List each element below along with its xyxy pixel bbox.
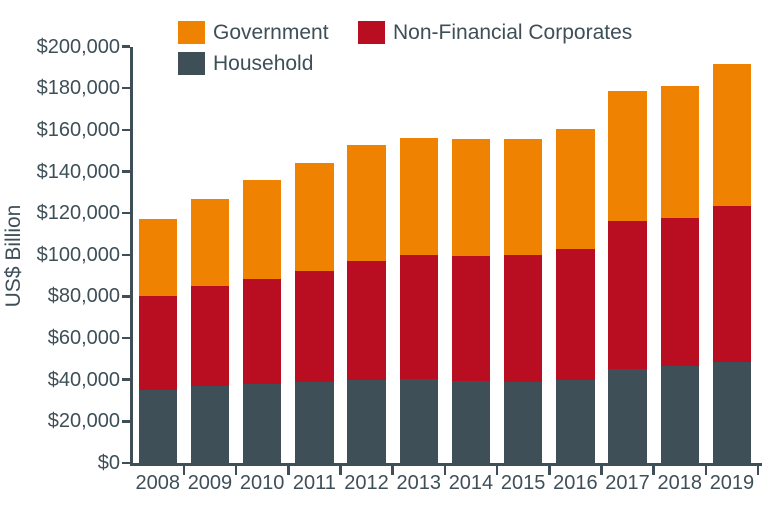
legend-label-non-financial-corporates: Non-Financial Corporates bbox=[393, 21, 633, 44]
y-tick-label-200000: $200,000 bbox=[36, 35, 120, 58]
x-tick-label-2015: 2015 bbox=[500, 472, 546, 494]
x-tick bbox=[339, 466, 342, 475]
bar-segment-government-2015 bbox=[503, 139, 543, 255]
bar-segment-government-2012 bbox=[347, 145, 386, 262]
y-tick bbox=[121, 253, 130, 257]
bar-segment-non-financial-corporates-2018 bbox=[660, 218, 699, 367]
legend-swatch-non-financial-corporates bbox=[358, 21, 385, 44]
legend-label-household: Household bbox=[213, 52, 314, 75]
x-tick-label-2014: 2014 bbox=[448, 472, 494, 494]
y-tick-label-20000: $20,000 bbox=[47, 410, 120, 433]
y-tick bbox=[121, 86, 130, 90]
y-tick-label-120000: $120,000 bbox=[36, 202, 120, 225]
x-tick-label-2009: 2009 bbox=[187, 472, 233, 494]
bar-segment-household-2014 bbox=[451, 380, 491, 463]
bar-segment-non-financial-corporates-2009 bbox=[190, 286, 230, 386]
x-tick-label-2012: 2012 bbox=[344, 472, 389, 494]
y-tick bbox=[121, 170, 130, 173]
x-tick bbox=[182, 466, 186, 475]
y-tick bbox=[121, 295, 130, 298]
y-tick-label-80000: $80,000 bbox=[47, 285, 120, 308]
bar-segment-household-2010 bbox=[242, 383, 282, 463]
x-tick bbox=[234, 466, 238, 475]
bar-segment-government-2013 bbox=[399, 138, 438, 255]
legend-label-government: Government bbox=[213, 21, 329, 44]
y-tick bbox=[121, 128, 130, 132]
bar-segment-government-2010 bbox=[242, 179, 282, 279]
bar-segment-non-financial-corporates-2016 bbox=[556, 248, 595, 380]
y-tick-label-140000: $140,000 bbox=[36, 160, 120, 183]
bar-segment-government-2014 bbox=[451, 139, 491, 256]
y-tick-label-0: $0 bbox=[97, 452, 120, 474]
legend-swatch-household bbox=[178, 52, 205, 75]
bar-segment-government-2009 bbox=[190, 198, 230, 287]
y-tick bbox=[121, 420, 130, 423]
y-tick-label-180000: $180,000 bbox=[36, 77, 120, 100]
bar-segment-government-2011 bbox=[295, 163, 334, 272]
y-tick-label-160000: $160,000 bbox=[36, 118, 120, 141]
y-tick bbox=[121, 378, 130, 381]
x-tick bbox=[704, 466, 708, 475]
y-tick bbox=[121, 336, 130, 340]
y-tick bbox=[121, 45, 130, 48]
y-tick-label-60000: $60,000 bbox=[47, 327, 120, 350]
bar-segment-non-financial-corporates-2014 bbox=[451, 255, 491, 381]
x-tick bbox=[756, 466, 760, 475]
bar-segment-government-2018 bbox=[660, 86, 699, 219]
x-tick bbox=[495, 466, 499, 475]
x-tick bbox=[652, 466, 655, 475]
bar-segment-government-2016 bbox=[556, 128, 595, 249]
x-tick-label-2016: 2016 bbox=[553, 472, 598, 494]
x-tick-label-2017: 2017 bbox=[605, 472, 650, 494]
x-tick-label-2018: 2018 bbox=[657, 472, 703, 494]
y-tick-label-100000: $100,000 bbox=[36, 243, 120, 266]
bar-segment-non-financial-corporates-2012 bbox=[347, 261, 386, 380]
bar-segment-household-2019 bbox=[712, 362, 752, 463]
y-tick bbox=[121, 211, 130, 215]
bar-segment-non-financial-corporates-2017 bbox=[608, 221, 647, 370]
bar-segment-non-financial-corporates-2013 bbox=[399, 254, 438, 379]
bar-segment-non-financial-corporates-2011 bbox=[295, 271, 334, 382]
bar-segment-non-financial-corporates-2015 bbox=[503, 254, 543, 382]
x-tick bbox=[443, 466, 447, 475]
bar-segment-government-2017 bbox=[608, 91, 647, 222]
bar-segment-household-2016 bbox=[556, 379, 595, 463]
bar-segment-household-2018 bbox=[660, 366, 699, 463]
y-axis-line bbox=[130, 46, 133, 466]
x-tick-label-2010: 2010 bbox=[239, 472, 285, 494]
bar-segment-household-2008 bbox=[138, 390, 177, 463]
bar-segment-non-financial-corporates-2019 bbox=[712, 205, 752, 362]
x-tick bbox=[548, 466, 551, 475]
bar-segment-household-2013 bbox=[399, 378, 438, 463]
bar-segment-government-2019 bbox=[712, 64, 752, 206]
x-tick bbox=[287, 466, 290, 475]
bar-segment-household-2017 bbox=[608, 369, 647, 463]
bar-segment-non-financial-corporates-2010 bbox=[242, 278, 282, 384]
x-tick bbox=[391, 466, 394, 475]
bar-segment-household-2011 bbox=[295, 381, 334, 463]
y-tick-label-40000: $40,000 bbox=[47, 368, 120, 391]
legend-swatch-government bbox=[178, 21, 205, 44]
bar-segment-household-2009 bbox=[190, 385, 230, 463]
x-tick bbox=[600, 466, 603, 475]
x-tick-label-2013: 2013 bbox=[396, 472, 442, 494]
bar-segment-household-2012 bbox=[347, 379, 386, 463]
bar-segment-government-2008 bbox=[138, 219, 177, 297]
x-axis-line bbox=[130, 463, 762, 466]
x-tick-label-2019: 2019 bbox=[709, 472, 755, 494]
x-tick-label-2011: 2011 bbox=[292, 472, 336, 494]
bar-segment-non-financial-corporates-2008 bbox=[138, 296, 177, 391]
x-tick-label-2008: 2008 bbox=[135, 472, 181, 494]
bar-segment-household-2015 bbox=[503, 381, 543, 463]
y-tick bbox=[121, 461, 130, 465]
